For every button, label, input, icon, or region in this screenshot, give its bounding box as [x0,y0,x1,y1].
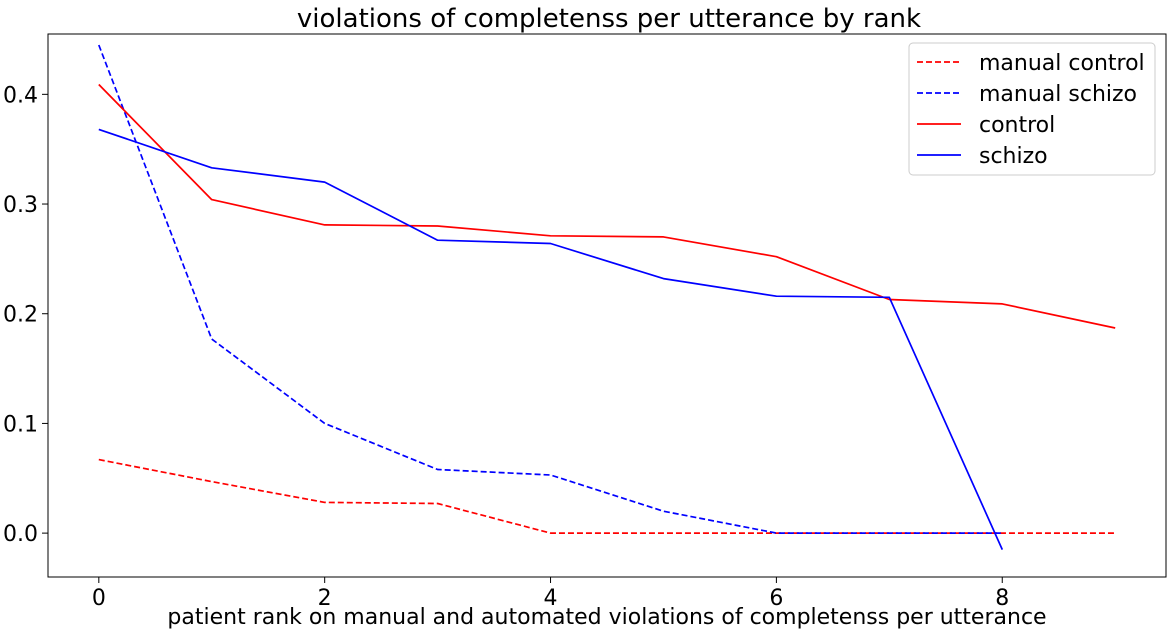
y-tick-label: 0.4 [3,83,38,108]
x-tick-label: 2 [318,586,332,611]
legend: manual control manual schizo control schizo [908,42,1156,176]
series-line-manual-control [98,458,1116,534]
plot-area [47,33,1167,578]
y-tick-label: 0.1 [3,412,38,437]
chart-title: violations of completenss per utterance … [297,4,921,34]
legend-label: manual schizo [979,82,1137,107]
x-axis-label: patient rank on manual and automated vio… [167,605,1046,630]
legend-label: control [979,113,1055,138]
y-axis: 0.0 0.1 0.2 0.3 0.4 [3,83,48,547]
y-tick-label: 0.3 [3,193,38,218]
series-layer [98,44,1116,550]
legend-label: manual control [979,51,1145,76]
legend-box [908,42,1156,176]
legend-label: schizo [979,144,1048,169]
series-line-schizo [98,128,1004,550]
series-line-manual-schizo [98,44,1003,534]
x-tick-label: 4 [544,586,558,611]
x-tick-label: 0 [92,586,106,611]
x-tick-label: 6 [769,586,783,611]
x-tick-label: 8 [995,586,1009,611]
y-tick-label: 0.2 [3,303,38,328]
series-line-control [98,83,1116,329]
x-axis: 0 2 4 6 8 [92,577,1009,611]
y-tick-label: 0.0 [3,522,38,547]
